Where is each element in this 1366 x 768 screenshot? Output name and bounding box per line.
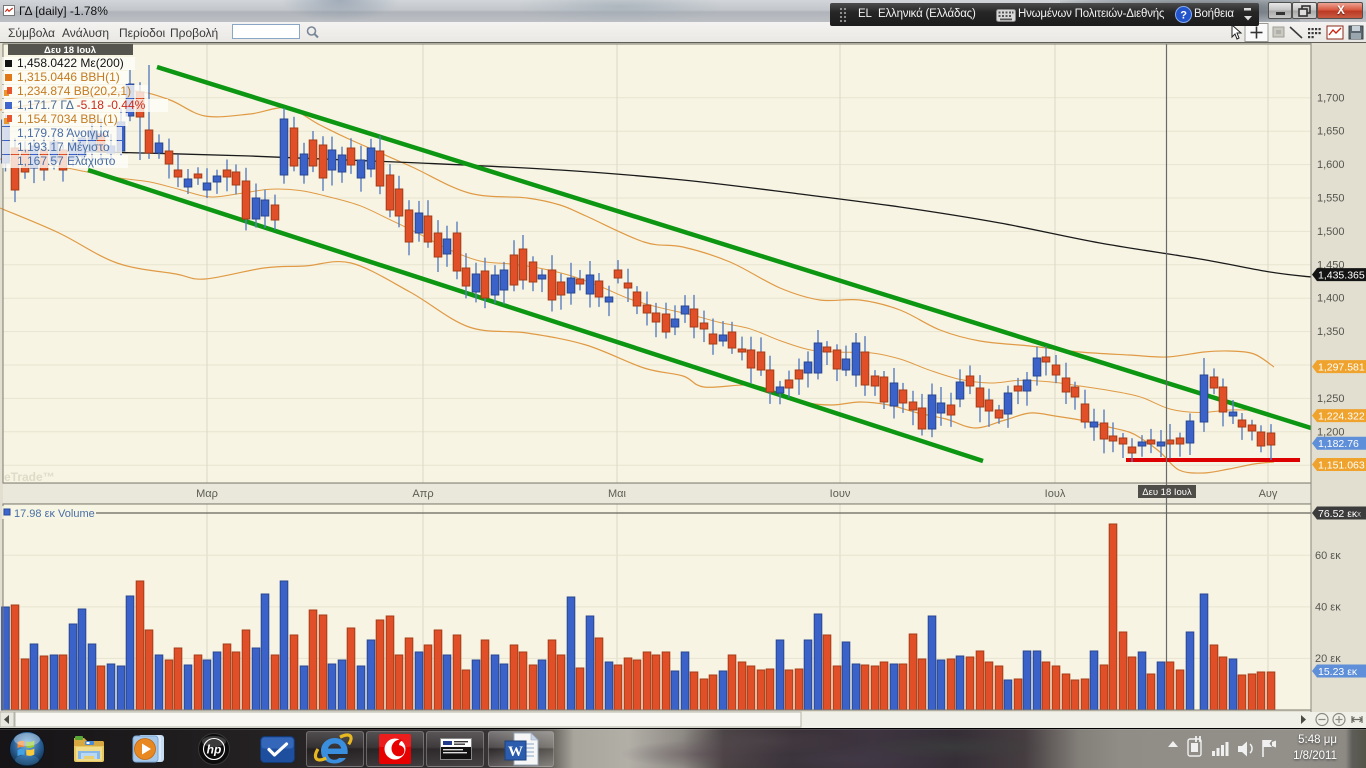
svg-text:Δευ 18 Ιουλ: Δευ 18 Ιουλ <box>1142 487 1192 498</box>
svg-text:Μαρ: Μαρ <box>196 488 218 500</box>
svg-text:1,600: 1,600 <box>1317 159 1345 171</box>
svg-text:W: W <box>508 744 523 760</box>
svg-text:76.52 εκ: 76.52 εκ <box>1318 508 1358 520</box>
svg-text:1,179.78 Άνοιγμα: 1,179.78 Άνοιγμα <box>17 126 109 140</box>
svg-text:20 εκ: 20 εκ <box>1315 653 1341 665</box>
svg-text:1,400: 1,400 <box>1317 293 1345 305</box>
svg-text:1,234.874 BB(20,2,1): 1,234.874 BB(20,2,1) <box>17 84 131 98</box>
svg-text:1,224.322: 1,224.322 <box>1318 410 1365 422</box>
svg-text:1,193.17 Μέγιστο: 1,193.17 Μέγιστο <box>17 140 110 154</box>
svg-text:1,154.7034 BBL(1): 1,154.7034 BBL(1) <box>17 112 118 126</box>
svg-text:1,167.57 Ελάχιστο: 1,167.57 Ελάχιστο <box>17 154 116 168</box>
svg-text:1,315.0446 BBH(1): 1,315.0446 BBH(1) <box>17 70 120 84</box>
svg-text:1,200: 1,200 <box>1317 426 1345 438</box>
svg-text:Αυγ: Αυγ <box>1259 488 1278 500</box>
svg-text:1,182.76: 1,182.76 <box>1318 438 1359 450</box>
svg-text:hp: hp <box>207 743 222 757</box>
svg-text:1,171.7 ΓΔ -5.18 -0.44%: 1,171.7 ΓΔ -5.18 -0.44% <box>17 98 146 112</box>
svg-text:Ιουν: Ιουν <box>830 488 851 500</box>
svg-text:1,297.581: 1,297.581 <box>1318 361 1365 373</box>
svg-text:1,500: 1,500 <box>1317 226 1345 238</box>
svg-text:Δευ 18 Ιουλ: Δευ 18 Ιουλ <box>44 45 97 56</box>
svg-text:1,700: 1,700 <box>1317 92 1345 104</box>
svg-text:Απρ: Απρ <box>412 488 433 500</box>
svg-text:1,650: 1,650 <box>1317 126 1345 138</box>
svg-text:1,151.063: 1,151.063 <box>1318 459 1365 471</box>
svg-text:1,550: 1,550 <box>1317 193 1345 205</box>
svg-text:Ιουλ: Ιουλ <box>1045 488 1066 500</box>
svg-text:?: ? <box>1180 10 1187 22</box>
svg-text:60 εκ: 60 εκ <box>1315 550 1341 562</box>
svg-text:Μαι: Μαι <box>608 488 627 500</box>
svg-text:eTrade™: eTrade™ <box>4 470 55 484</box>
svg-text:x: x <box>1357 510 1361 519</box>
svg-text:15.23 εκ: 15.23 εκ <box>1318 666 1358 678</box>
svg-text:1,435.365: 1,435.365 <box>1318 269 1365 281</box>
svg-text:40 εκ: 40 εκ <box>1315 601 1341 613</box>
svg-text:1,458.0422 Με(200): 1,458.0422 Με(200) <box>17 56 124 70</box>
svg-text:1,350: 1,350 <box>1317 326 1345 338</box>
svg-text:1,250: 1,250 <box>1317 393 1345 405</box>
svg-text:17.98 εκ Volume: 17.98 εκ Volume <box>14 508 95 520</box>
